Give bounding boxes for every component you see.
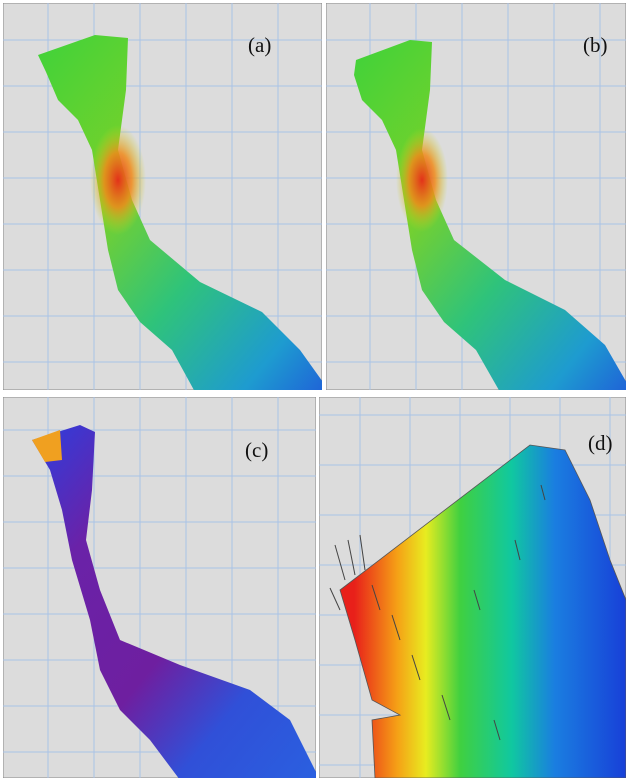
panel-label: (d) [588,431,613,455]
panel-a: (a) [3,3,330,392]
panel-b: (b) [326,3,626,392]
panel-c: (c) [3,397,320,778]
high-velocity-zone [396,128,448,232]
panel-label: (c) [245,438,268,462]
figure: (a) (b) (c) (d) [0,0,626,778]
panel-label: (b) [583,33,608,57]
high-velocity-zone [90,125,146,235]
panel-label: (a) [248,33,271,57]
panel-d: (d) [319,397,626,778]
